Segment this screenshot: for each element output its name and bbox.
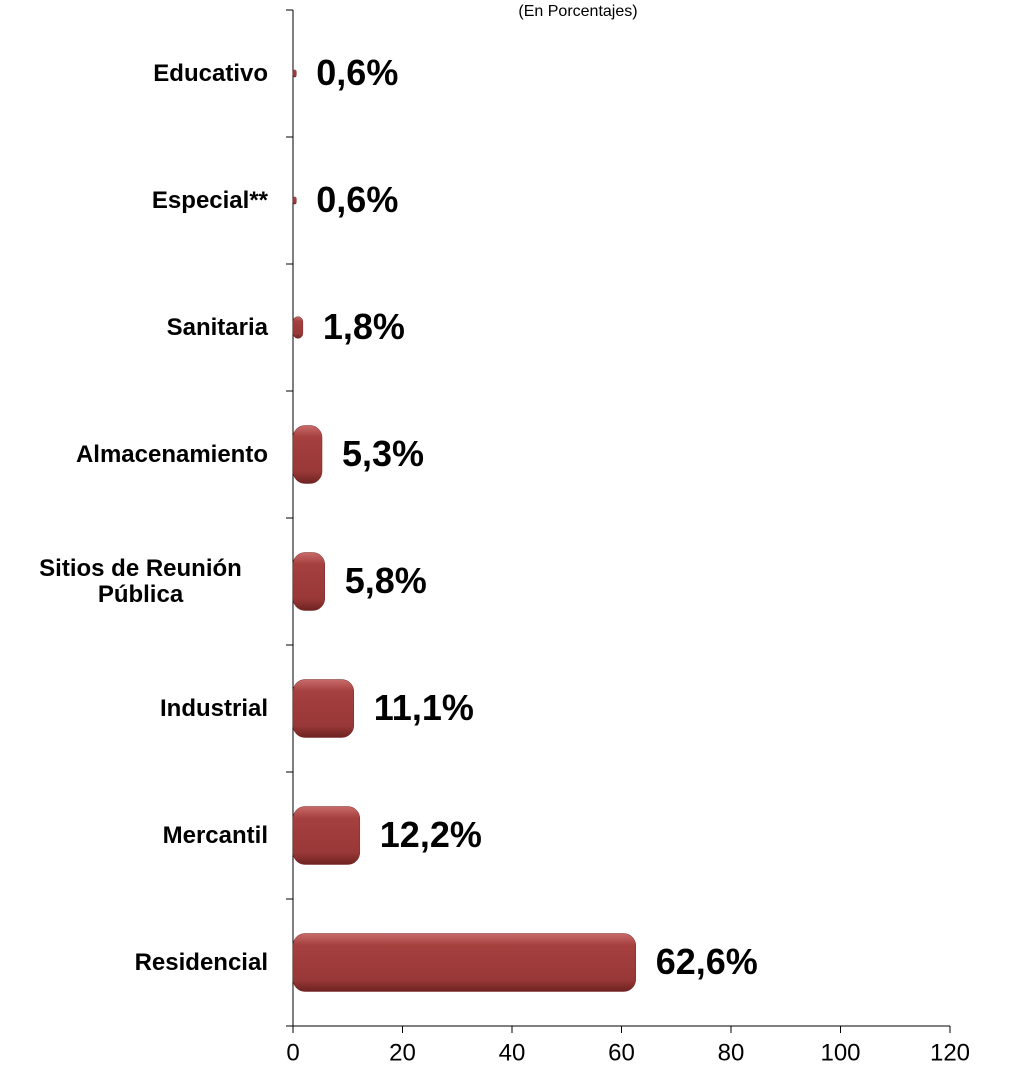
bar (292, 552, 326, 611)
bar (292, 425, 323, 484)
bar (292, 806, 361, 865)
x-tick-label: 20 (389, 1039, 416, 1066)
y-tick-label: Sanitaria (166, 313, 268, 341)
x-tick-label: 60 (608, 1039, 635, 1066)
value-label: 5,3% (342, 433, 424, 474)
y-tick-label: Educativo (153, 59, 268, 87)
value-label: 12,2% (380, 814, 482, 855)
x-tick-label: 0 (286, 1039, 299, 1066)
value-label: 0,6% (316, 179, 398, 220)
x-tick-label: 120 (930, 1039, 970, 1066)
category-label-box: Industrial (0, 669, 268, 749)
bar (292, 316, 304, 339)
category-label-box: Sanitaria (0, 288, 268, 368)
subtitle: (En Porcentajes) (518, 3, 637, 20)
y-tick-label: Almacenamiento (75, 440, 268, 468)
value-label: 1,8% (323, 306, 405, 347)
category-label-box: Educativo (0, 34, 268, 114)
y-tick-label: Residencial (134, 948, 268, 976)
value-label: 5,8% (345, 560, 427, 601)
category-label-box: Sitios de Reunión Pública (0, 542, 268, 622)
value-label: 62,6% (656, 941, 758, 982)
y-tick-label: Industrial (159, 694, 268, 722)
bar (292, 933, 636, 992)
category-label-box: Especial** (0, 161, 268, 241)
bar (292, 679, 355, 738)
bar (292, 69, 297, 78)
value-label: 0,6% (316, 52, 398, 93)
value-label: 11,1% (374, 687, 474, 728)
y-tick-label: Mercantil (162, 821, 268, 849)
x-tick-label: 80 (718, 1039, 745, 1066)
x-tick-label: 100 (820, 1039, 860, 1066)
y-tick-label: Especial** (151, 186, 268, 214)
category-label-box: Mercantil (0, 796, 268, 876)
y-tick-label: Sitios de Reunión Pública (39, 554, 242, 608)
category-label-box: Almacenamiento (0, 415, 268, 495)
x-tick-label: 40 (499, 1039, 526, 1066)
category-label-box: Residencial (0, 923, 268, 1003)
bar (292, 196, 297, 205)
